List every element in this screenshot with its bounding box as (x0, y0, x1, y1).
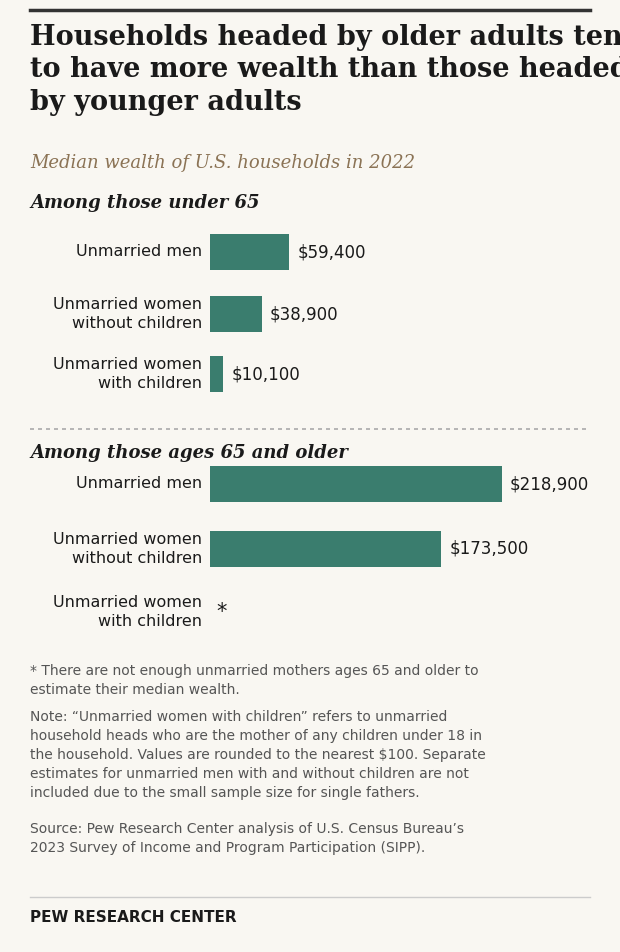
Bar (210, 466, 502, 502)
Text: $173,500: $173,500 (450, 540, 529, 558)
Text: PEW RESEARCH CENTER: PEW RESEARCH CENTER (30, 910, 237, 925)
Text: Unmarried men: Unmarried men (76, 477, 202, 491)
Bar (210, 356, 223, 392)
Text: Note: “Unmarried women with children” refers to unmarried
household heads who ar: Note: “Unmarried women with children” re… (30, 710, 485, 800)
Text: $10,100: $10,100 (231, 365, 300, 383)
Text: Among those under 65: Among those under 65 (30, 194, 260, 212)
Text: * There are not enough unmarried mothers ages 65 and older to
estimate their med: * There are not enough unmarried mothers… (30, 664, 479, 697)
Text: $59,400: $59,400 (297, 243, 366, 261)
Text: *: * (216, 602, 226, 622)
Text: Unmarried men: Unmarried men (76, 245, 202, 260)
Text: $38,900: $38,900 (270, 305, 339, 323)
Bar (210, 531, 441, 567)
Text: Households headed by older adults tend
to have more wealth than those headed
by : Households headed by older adults tend t… (30, 24, 620, 115)
Bar (210, 296, 262, 332)
Text: Source: Pew Research Center analysis of U.S. Census Bureau’s
2023 Survey of Inco: Source: Pew Research Center analysis of … (30, 822, 464, 855)
Text: Unmarried women
without children: Unmarried women without children (53, 297, 202, 330)
Text: Median wealth of U.S. households in 2022: Median wealth of U.S. households in 2022 (30, 154, 415, 172)
Text: $218,900: $218,900 (510, 475, 589, 493)
Text: Unmarried women
with children: Unmarried women with children (53, 595, 202, 629)
Text: Unmarried women
with children: Unmarried women with children (53, 357, 202, 391)
Text: Unmarried women
without children: Unmarried women without children (53, 532, 202, 565)
Text: Among those ages 65 and older: Among those ages 65 and older (30, 444, 348, 462)
Bar (210, 234, 289, 270)
